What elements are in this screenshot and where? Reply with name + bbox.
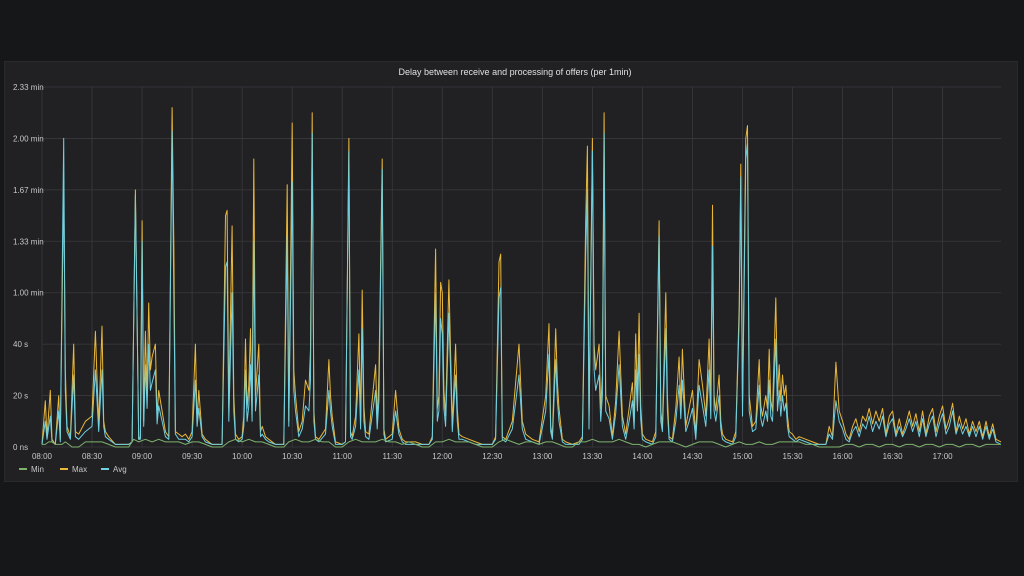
x-tick-label: 11:00: [332, 452, 352, 461]
x-tick-label: 14:00: [632, 452, 653, 461]
legend-item-avg[interactable]: Avg: [101, 465, 127, 474]
series-line-min: [42, 438, 1001, 448]
x-tick-label: 15:30: [783, 452, 804, 461]
legend-item-max[interactable]: Max: [60, 465, 87, 474]
x-tick-label: 10:00: [232, 452, 253, 461]
x-tick-label: 10:30: [282, 452, 303, 461]
y-tick-label: 0 ns: [13, 443, 28, 452]
x-tick-label: 08:00: [32, 452, 53, 461]
legend-label: Min: [31, 465, 44, 474]
y-tick-label: 1.33 min: [13, 237, 44, 246]
legend-label: Max: [72, 465, 87, 474]
y-tick-label: 2.00 min: [13, 134, 44, 143]
chart-svg: Delay between receive and processing of …: [13, 67, 1002, 474]
legend-item-min[interactable]: Min: [19, 465, 44, 474]
y-tick-label: 1.67 min: [13, 186, 44, 195]
x-tick-label: 08:30: [82, 452, 103, 461]
x-tick-label: 12:00: [432, 452, 453, 461]
x-tick-label: 15:00: [732, 452, 753, 461]
chart-panel: Delay between receive and processing of …: [4, 61, 1018, 482]
y-tick-label: 20 s: [13, 392, 28, 401]
y-tick-label: 40 s: [13, 340, 28, 349]
x-tick-label: 16:30: [883, 452, 904, 461]
x-tick-label: 16:00: [833, 452, 854, 461]
legend-label: Avg: [113, 465, 127, 474]
x-tick-label: 13:30: [582, 452, 603, 461]
x-tick-label: 17:00: [933, 452, 954, 461]
y-tick-label: 1.00 min: [13, 289, 44, 298]
axis-labels: 0 ns 20 s 40 s 1.00 min 1.33 min 1.67 min 2.00…: [13, 83, 953, 461]
legend[interactable]: Min Max Avg: [19, 465, 127, 474]
chart-title: Delay between receive and processing of …: [399, 67, 632, 77]
x-tick-label: 09:30: [182, 452, 203, 461]
x-tick-label: 11:30: [383, 452, 403, 461]
x-tick-label: 13:00: [532, 452, 553, 461]
series-line-max: [41, 107, 1002, 445]
series-layer: [41, 107, 1002, 448]
x-tick-label: 09:00: [132, 452, 153, 461]
y-tick-label: 2.33 min: [13, 83, 44, 92]
x-tick-label: 14:30: [682, 452, 703, 461]
x-tick-label: 12:30: [482, 452, 503, 461]
